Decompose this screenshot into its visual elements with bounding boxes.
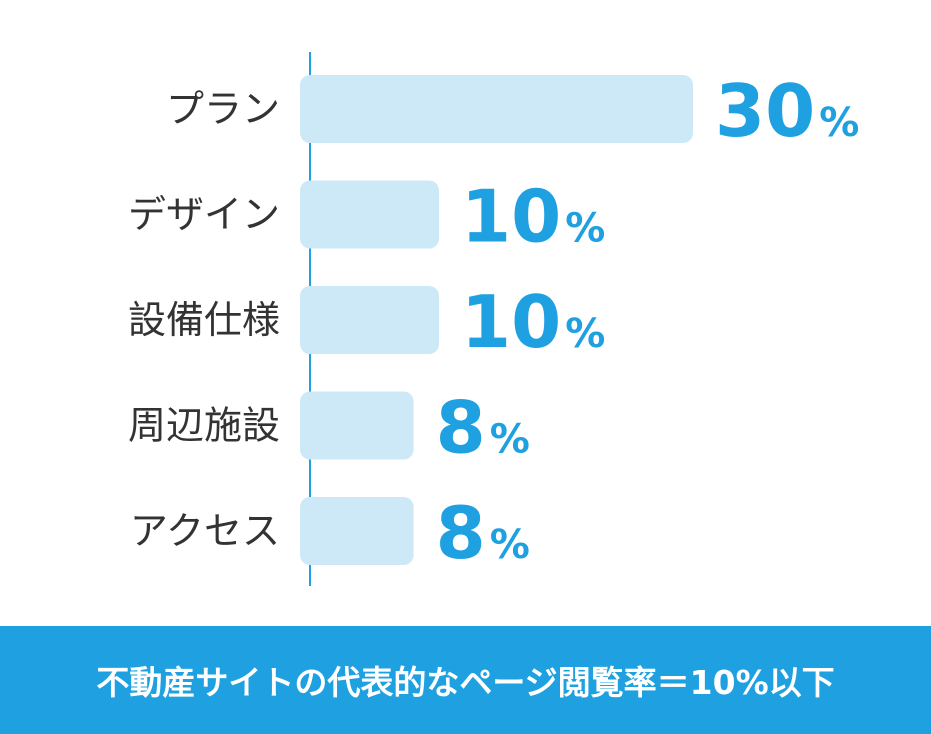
data-label-value: 30 bbox=[715, 69, 815, 153]
footer-text: 不動産サイトの代表的なページ閲覧率＝10%以下 bbox=[96, 663, 835, 702]
footer-banner: 不動産サイトの代表的なページ閲覧率＝10%以下 bbox=[0, 626, 931, 734]
bar bbox=[300, 180, 439, 249]
category-label: 周辺施設 bbox=[128, 404, 280, 448]
bar bbox=[300, 391, 414, 460]
data-label-unit: % bbox=[819, 100, 859, 146]
category-label: プラン bbox=[166, 87, 280, 131]
data-label-unit: % bbox=[565, 311, 605, 357]
data-label-value: 10 bbox=[461, 280, 561, 364]
data-label-unit: % bbox=[490, 417, 530, 463]
data-label-value: 8 bbox=[436, 491, 486, 575]
data-label: 10% bbox=[461, 175, 605, 259]
bar bbox=[300, 497, 414, 565]
category-label: デザイン bbox=[128, 193, 280, 237]
bar bbox=[300, 286, 439, 354]
data-label-value: 8 bbox=[436, 386, 486, 470]
data-label-value: 10 bbox=[461, 175, 561, 259]
data-label: 8% bbox=[436, 491, 530, 575]
data-label: 10% bbox=[461, 280, 605, 364]
data-label: 30% bbox=[715, 69, 859, 153]
data-label: 8% bbox=[436, 386, 530, 470]
data-label-unit: % bbox=[490, 522, 530, 568]
bar-chart: プラン 30 % デザイン 10 % 設備仕様 10 % 周辺施設 8 % アクセス 8% bbox=[128, 52, 859, 586]
data-label-unit: % bbox=[565, 206, 605, 252]
bar bbox=[300, 75, 693, 143]
category-label: アクセス bbox=[130, 509, 280, 553]
category-label: 設備仕様 bbox=[128, 298, 280, 342]
